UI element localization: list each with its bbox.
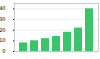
svg-text:30: 30 [0, 16, 6, 22]
svg-text:20: 20 [0, 27, 6, 33]
svg-text:10: 10 [0, 37, 6, 43]
svg-text:0: 0 [2, 48, 5, 54]
svg-text:40: 40 [0, 5, 6, 11]
